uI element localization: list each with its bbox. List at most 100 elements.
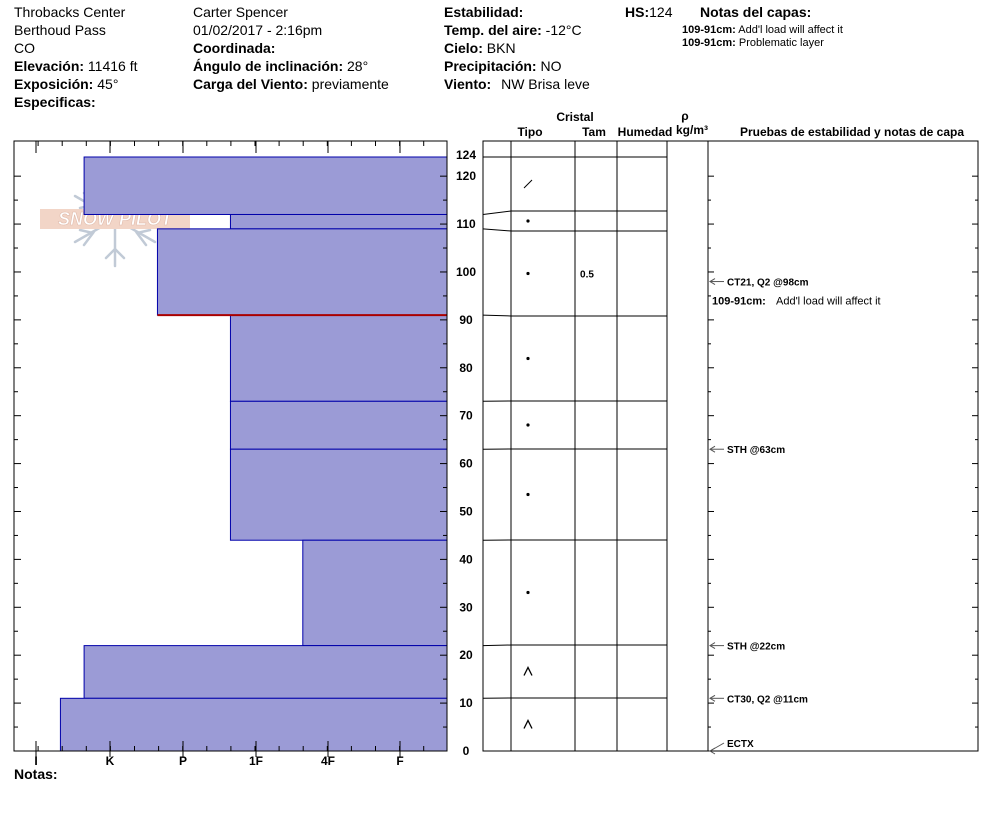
test-label-2: STH @63cm — [727, 445, 785, 456]
depth-label-80: 80 — [459, 361, 473, 375]
layer-notes-title: Notas del capas: — [700, 3, 811, 21]
sky-label: Cielo: — [444, 40, 483, 56]
density-unit-header: kg/m³ — [676, 123, 708, 137]
hardness-layer-8 — [83, 645, 448, 699]
rounded-grain-icon — [526, 219, 530, 223]
aspect-label: Exposición: — [14, 76, 94, 92]
datetime: 01/02/2017 - 2:16pm — [193, 22, 323, 38]
sky: Cielo: BKN — [444, 39, 516, 57]
hardness-label-p: P — [179, 754, 187, 768]
elevation-value: 11416 ft — [87, 58, 138, 74]
layer-boundary-2 — [482, 210, 667, 215]
layer-note-2-text: Problematic layer — [738, 37, 824, 49]
depth-label-120: 120 — [456, 169, 476, 183]
hardness-layer-9 — [59, 697, 448, 752]
layer-table-frame — [482, 140, 979, 752]
depth-label-124: 124 — [456, 148, 476, 162]
rho-header: ρ — [681, 109, 688, 123]
test-arrow-icon — [709, 642, 716, 650]
snow-height-value: 124 — [649, 4, 673, 20]
hardness-layer-6 — [229, 448, 448, 541]
wind-label: Viento: — [444, 76, 492, 92]
sky-value: BKN — [486, 40, 516, 56]
hardness-layer-1 — [83, 156, 448, 215]
type-header: Tipo — [517, 125, 542, 139]
layer-note-2: 109-91cm: Problematic layer — [682, 37, 824, 50]
decomposed-grain-icon — [523, 179, 533, 189]
column-note-range: 109-91cm: — [712, 296, 766, 308]
depth-label-110: 110 — [456, 217, 476, 231]
tests-header: Pruebas de estabilidad y notas de capa — [740, 125, 964, 139]
stability-label: Estabilidad: — [444, 4, 524, 20]
depth-label-0: 0 — [463, 744, 470, 758]
layer-note-1: 109-91cm: Add'l load will affect it — [682, 24, 843, 37]
layer-notes-label: Notas del capas: — [700, 4, 812, 20]
hardness-layer-3 — [156, 228, 448, 316]
depth-label-10: 10 — [459, 696, 473, 710]
location: Throbacks Center — [14, 4, 126, 20]
hardness-layer-2 — [229, 213, 448, 230]
depth-hoar-icon — [523, 719, 533, 729]
specifics-label: Especificas: — [14, 94, 96, 110]
slope-angle: Ángulo de inclinación: 28° — [193, 57, 368, 75]
layer-boundary-4 — [482, 314, 667, 317]
layer-note-2-range: 109-91cm: — [682, 37, 736, 49]
depth-label-90: 90 — [459, 313, 473, 327]
depth-label-70: 70 — [459, 409, 473, 423]
test-label-1: CT21, Q2 @98cm — [727, 278, 809, 289]
test-arrow-icon — [709, 445, 716, 453]
coordinates: Coordinada: — [193, 39, 275, 57]
test-label-4: CT30, Q2 @11cm — [727, 694, 808, 705]
precipitation-value: NO — [540, 58, 562, 74]
hardness-label-k: K — [106, 754, 115, 768]
air-temp: Temp. del aire: -12°C — [444, 21, 582, 39]
depth-label-40: 40 — [459, 552, 473, 566]
test-arrow-icon — [709, 694, 716, 702]
depth-hoar-icon — [523, 666, 533, 676]
layer-note-1-text: Add'l load will affect it — [738, 24, 843, 36]
precipitation: Precipitación: NO — [444, 57, 561, 75]
depth-label-50: 50 — [459, 504, 473, 518]
depth-label-100: 100 — [456, 265, 476, 279]
aspect: Exposición: 45° — [14, 75, 118, 93]
notes-label: Notas: — [14, 766, 58, 782]
elevation: Elevación: 11416 ft — [14, 57, 137, 75]
slope-angle-value: 28° — [347, 58, 369, 74]
depth-label-60: 60 — [459, 457, 473, 471]
test-arrow-icon — [709, 747, 716, 755]
rounded-grain-icon — [526, 590, 530, 595]
depth-label-30: 30 — [459, 600, 473, 614]
column-note-text: Add'l load will affect it — [776, 296, 881, 308]
layer-note-1-range: 109-91cm: — [682, 24, 736, 36]
specifics: Especificas: — [14, 93, 96, 111]
slope-angle-label: Ángulo de inclinación: — [193, 58, 344, 74]
coordinates-label: Coordinada: — [193, 40, 276, 56]
elevation-label: Elevación: — [14, 58, 85, 74]
test-label-5: ECTX — [727, 739, 754, 750]
hardness-layer-7 — [302, 539, 448, 647]
rounded-grain-icon — [526, 423, 530, 427]
aspect-value: 45° — [97, 76, 119, 92]
test-arrow-icon — [709, 278, 716, 285]
wind: Viento: NW Brisa leve — [444, 75, 590, 93]
hardness-layer-4 — [229, 314, 448, 402]
grain-size-label: 0.5 — [580, 270, 594, 281]
hardness-layer-5 — [229, 400, 448, 450]
wind-loading: Carga del Viento: previamente — [193, 75, 389, 93]
air-temp-value: -12°C — [545, 22, 582, 38]
layer-boundary-8 — [482, 644, 667, 647]
crystal-header: Cristal — [556, 110, 593, 124]
hardness-label-f: F — [396, 754, 403, 768]
layer-boundary-3 — [482, 228, 667, 232]
moisture-header: Humedad — [618, 125, 673, 139]
observer: Carter Spencer — [193, 4, 288, 20]
wind-value: NW Brisa leve — [501, 76, 590, 92]
hardness-label-i: I — [34, 754, 37, 768]
rounded-grain-icon — [526, 271, 530, 276]
depth-label-20: 20 — [459, 648, 473, 662]
notes: Notas: — [14, 765, 58, 783]
test-label-3: STH @22cm — [727, 642, 785, 653]
hardness-label-4f: 4F — [321, 754, 335, 768]
rounded-grain-icon — [526, 492, 530, 497]
